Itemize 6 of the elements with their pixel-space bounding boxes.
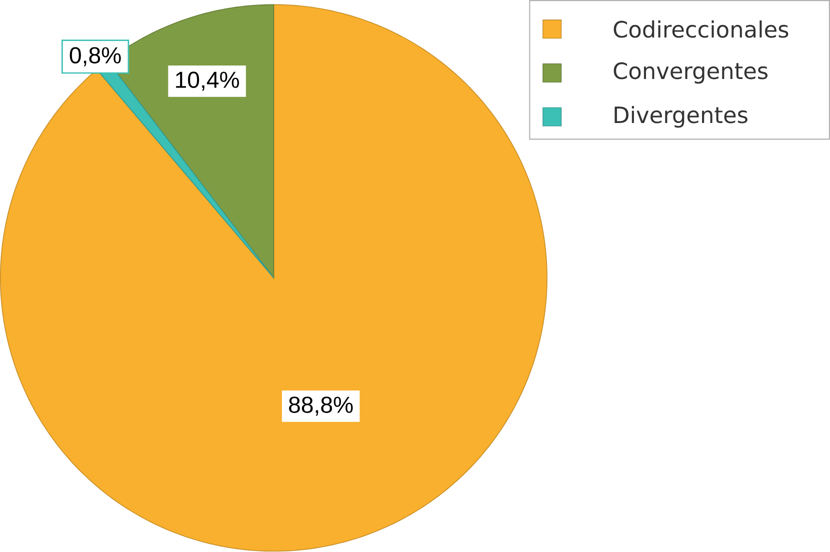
legend-label: Convergentes bbox=[614, 62, 768, 84]
legend-label: Codireccionales bbox=[614, 20, 788, 38]
legend-label: Divergentes bbox=[614, 106, 748, 128]
data-label: 10,4% bbox=[176, 72, 239, 91]
data-label: 0,8% bbox=[70, 47, 121, 66]
data-label: 88,8% bbox=[289, 396, 353, 416]
